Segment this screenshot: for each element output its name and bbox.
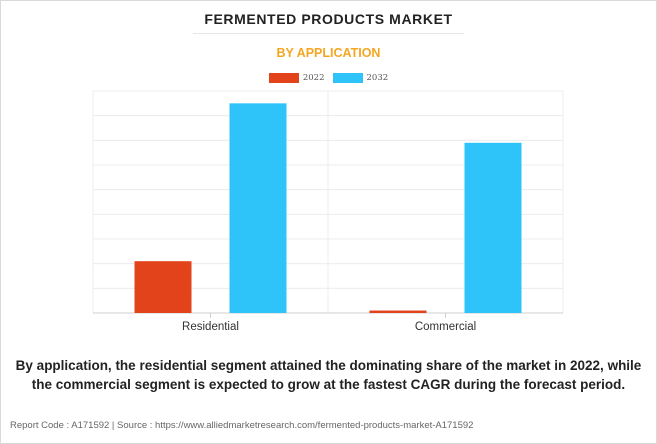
legend-item-2032[interactable]: 2032 — [332, 73, 389, 83]
bar-commercial-2022 — [369, 310, 427, 313]
bar-residential-2022 — [134, 261, 192, 313]
x-tick-label-commercial: Commercial — [415, 321, 476, 333]
title-divider — [193, 33, 464, 34]
legend-swatch-2022 — [268, 73, 299, 83]
legend-label-2022: 2022 — [302, 73, 325, 83]
legend-item-2022[interactable]: 2022 — [268, 73, 325, 83]
chart-title: FERMENTED PRODUCTS MARKET — [204, 11, 453, 27]
bar-chart: Residential Commercial — [92, 90, 564, 333]
bar-residential-2032 — [229, 103, 287, 313]
legend-swatch-2032 — [332, 73, 363, 83]
chart-legend: 2022 2032 — [0, 71, 657, 85]
chart-caption: By application, the residential segment … — [15, 358, 642, 392]
bar-commercial-2032 — [464, 142, 522, 313]
x-tick-label-residential: Residential — [182, 321, 239, 333]
report-footer: Report Code : A171592 | Source : https:/… — [10, 420, 474, 431]
chart-subtitle: BY APPLICATION — [276, 46, 381, 60]
legend-label-2032: 2032 — [366, 73, 389, 83]
